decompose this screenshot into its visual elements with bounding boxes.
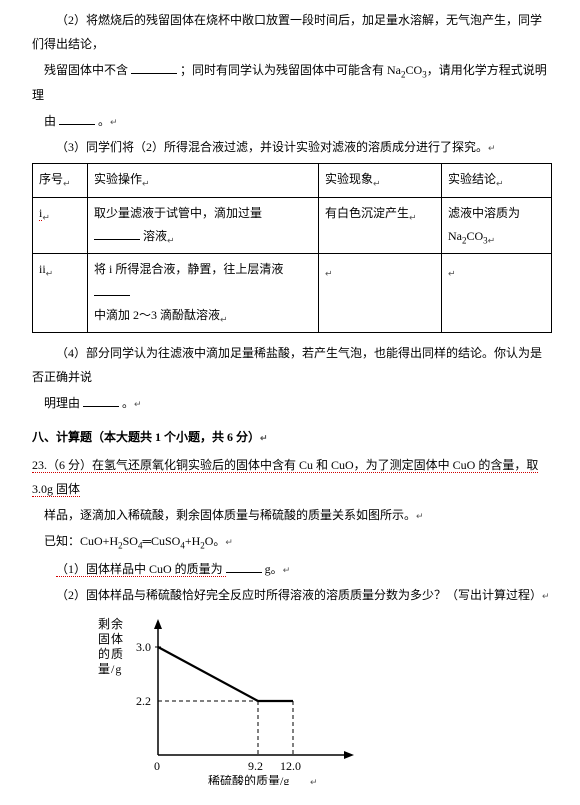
q23-text: O。 [205,534,226,548]
cell-text: 取少量滤液于试管中，滴加过量 [94,206,262,220]
cell-phen: ↵ [319,254,442,333]
caret-icon: ↵ [110,117,118,127]
q23-text: 23.（6 分）在氢气还原氧化铜实验后的固体中含有 Cu 和 CuO，为了测定固… [32,458,538,497]
table-row: ii↵ 将 i 所得混合液，静置，往上层清液 中滴加 2～3 滴酚酞溶液↵ ↵ … [33,254,552,333]
cell-text: 中滴加 2～3 滴酚酞溶液 [94,308,220,322]
table-row: i↵ 取少量滤液于试管中，滴加过量 溶液↵ 有白色沉淀产生↵ 滤液中溶质为 Na… [33,197,552,253]
blank-input [94,283,130,296]
blank-input [59,112,95,125]
caret-icon: ↵ [310,777,318,785]
cell-seq: i↵ [33,197,88,253]
q2-line2: 残留固体中不含 ；同时有同学认为残留固体中可能含有 Na2CO3，请用化学方程式… [32,58,552,107]
q2-text: ；同时有同学认为残留固体中可能含有 Na [180,63,401,77]
cell-text: 溶液 [143,229,167,243]
x-arrow-icon [344,751,354,759]
q4-line2: 明理由 。↵ [32,391,552,415]
chart-svg: 3.0 2.2 0 9.2 12.0 稀硫酸的质量/g ↵ [128,615,378,785]
caret-icon: ↵ [542,591,550,601]
xtick-0: 0 [154,759,160,773]
ytick-3: 3.0 [136,640,151,654]
q23-text: SO [123,534,138,548]
th-op: 实验操作↵ [88,164,319,197]
q3-text: （3）同学们将（2）所得混合液过滤，并设计实验对滤液的溶质成分进行了探究。 [56,140,488,154]
experiment-table: 序号↵ 实验操作↵ 实验现象↵ 实验结论↵ i↵ 取少量滤液于试管中，滴加过量 … [32,163,552,333]
section-text: 八、计算题（本大题共 1 个小题，共 6 分） [32,430,260,444]
q2-text: 。 [98,114,110,128]
q2-text: CO [406,63,423,77]
chart-container: 剩余固体的质量/g 3.0 2.2 0 9.2 12. [98,615,552,785]
q23-text: +H [185,534,200,548]
cell-text: 实验现象 [325,172,373,186]
xtick-12: 12.0 [280,759,301,773]
q4-text: 明理由 [44,396,83,410]
q23-known: 已知：CuO+H2SO4═CuSO4+H2O。↵ [32,529,552,554]
q2-line3: 由 。↵ [32,109,552,133]
q3-intro: （3）同学们将（2）所得混合液过滤，并设计实验对滤液的溶质成分进行了探究。↵ [32,135,552,159]
cell-text: 实验操作 [94,172,142,186]
q23-text: （2）固体样品与稀硫酸恰好完全反应时所得溶液的溶质质量分数为多少？（写出计算过程… [56,588,542,602]
q23-line1: 23.（6 分）在氢气还原氧化铜实验后的固体中含有 Cu 和 CuO，为了测定固… [32,453,552,501]
y-arrow-icon [154,619,162,629]
caret-icon: ↵ [283,565,291,575]
q23-p2: （2）固体样品与稀硫酸恰好完全反应时所得溶液的溶质质量分数为多少？（写出计算过程… [32,583,552,607]
cell-text: 将 i 所得混合液，静置，往上层清液 [94,262,283,276]
caret-icon: ↵ [225,537,233,547]
cell-text: CO [467,229,484,243]
blank-input [94,227,140,240]
q23-text: g。 [265,562,283,576]
q23-text: ═CuSO [142,534,180,548]
chart-line [158,647,293,701]
cell-text: 有白色沉淀产生 [325,206,409,220]
cell-conc: ↵ [442,254,552,333]
q23-line2: 样品，逐滴加入稀硫酸，剩余固体质量与稀硫酸的质量关系如图所示。↵ [32,503,552,527]
cell-text: 实验结论 [448,172,496,186]
section-8-title: 八、计算题（本大题共 1 个小题，共 6 分）↵ [32,425,552,449]
blank-input [131,61,177,74]
q23-text: 已知：CuO+H [44,534,118,548]
xtick-92: 9.2 [248,759,263,773]
chart-xlabel: 稀硫酸的质量/g [208,773,289,785]
cell-op: 取少量滤液于试管中，滴加过量 溶液↵ [88,197,319,253]
caret-icon: ↵ [416,511,424,521]
q4-line1: （4）部分同学认为往滤液中滴加足量稀盐酸，若产生气泡，也能得出同样的结论。你认为… [32,341,552,389]
blank-input [83,394,119,407]
q2-text: 由 [44,114,59,128]
q4-text: 。 [122,396,134,410]
ytick-22: 2.2 [136,694,151,708]
caret-icon: ↵ [134,399,142,409]
cell-text: 序号 [39,172,63,186]
cell-phen: 有白色沉淀产生↵ [319,197,442,253]
cell-text: ii [39,262,46,276]
q23-text: （1）固体样品中 CuO 的质量为 [56,562,226,577]
page-root: （2）将燃烧后的残留固体在烧杯中敞口放置一段时间后，加足量水溶解，无气泡产生，同… [0,0,580,805]
cell-conc: 滤液中溶质为 Na2CO3↵ [442,197,552,253]
q2-text: 残留固体中不含 [44,63,131,77]
q23-p1: （1）固体样品中 CuO 的质量为 g。↵ [32,557,552,581]
q23-text: 样品，逐滴加入稀硫酸，剩余固体质量与稀硫酸的质量关系如图所示。 [44,508,416,522]
chart-ylabel: 剩余固体的质量/g [98,615,124,677]
cell-seq: ii↵ [33,254,88,333]
th-phen: 实验现象↵ [319,164,442,197]
blank-input [226,560,262,573]
caret-icon: ↵ [488,143,496,153]
cell-op: 将 i 所得混合液，静置，往上层清液 中滴加 2～3 滴酚酞溶液↵ [88,254,319,333]
q2-line1: （2）将燃烧后的残留固体在烧杯中敞口放置一段时间后，加足量水溶解，无气泡产生，同… [32,8,552,56]
th-seq: 序号↵ [33,164,88,197]
table-header-row: 序号↵ 实验操作↵ 实验现象↵ 实验结论↵ [33,164,552,197]
caret-icon: ↵ [260,433,268,443]
th-conc: 实验结论↵ [442,164,552,197]
